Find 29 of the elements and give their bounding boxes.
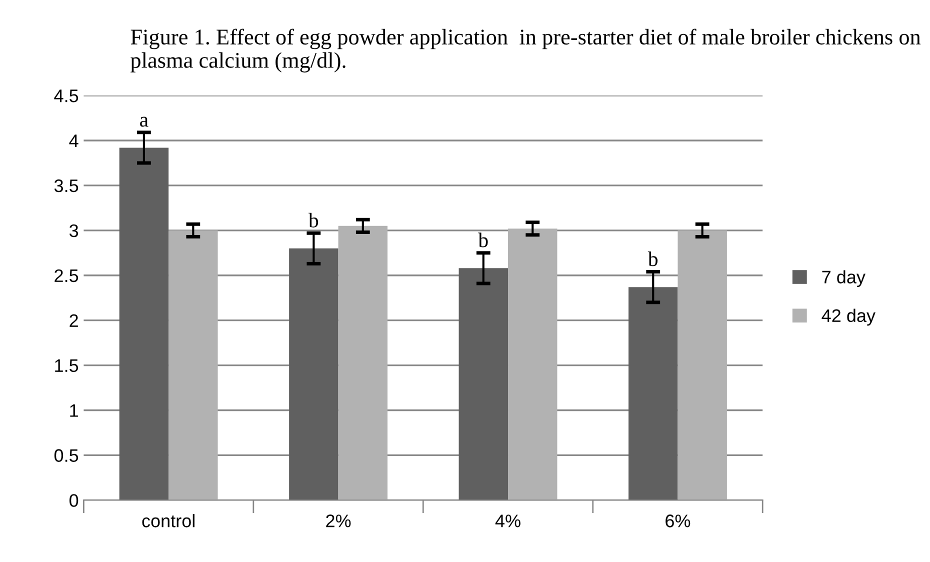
y-tick-label: 4 <box>69 134 78 148</box>
y-tick-label: 1 <box>70 404 78 417</box>
bar <box>338 226 388 500</box>
bar <box>119 148 169 500</box>
x-tick-label: 2% <box>326 514 351 528</box>
chart-title: Figure 1. Effect of egg powder application in pre-starter diet of male broiler chickens on plasma calcium (mg/dl). <box>130 28 921 72</box>
x-tick-label: 6% <box>666 514 690 528</box>
annotation: b <box>648 252 658 266</box>
y-tick-label: 0.5 <box>54 449 78 462</box>
annotation: a <box>140 116 148 127</box>
bar <box>508 228 558 500</box>
annotation: b <box>478 232 488 248</box>
x-tick-label: control <box>142 514 194 528</box>
y-tick-label: 3 <box>69 224 78 238</box>
bar <box>458 268 508 500</box>
legend-label: 42 day <box>822 308 876 326</box>
y-tick-label: 2 <box>70 314 78 327</box>
legend-label: 7 day <box>822 270 866 288</box>
annotation: b <box>308 212 318 228</box>
bar <box>168 230 218 500</box>
y-tick-label: 1.5 <box>55 359 78 372</box>
bar <box>678 230 727 500</box>
x-tick-label: 4% <box>495 514 520 528</box>
bar <box>289 248 338 500</box>
y-tick-label: 2.5 <box>54 269 78 282</box>
y-tick-label: 0 <box>70 494 78 507</box>
y-tick-label: 3.5 <box>54 179 78 192</box>
y-tick-label: 4.5 <box>54 90 78 102</box>
bar <box>628 287 678 500</box>
